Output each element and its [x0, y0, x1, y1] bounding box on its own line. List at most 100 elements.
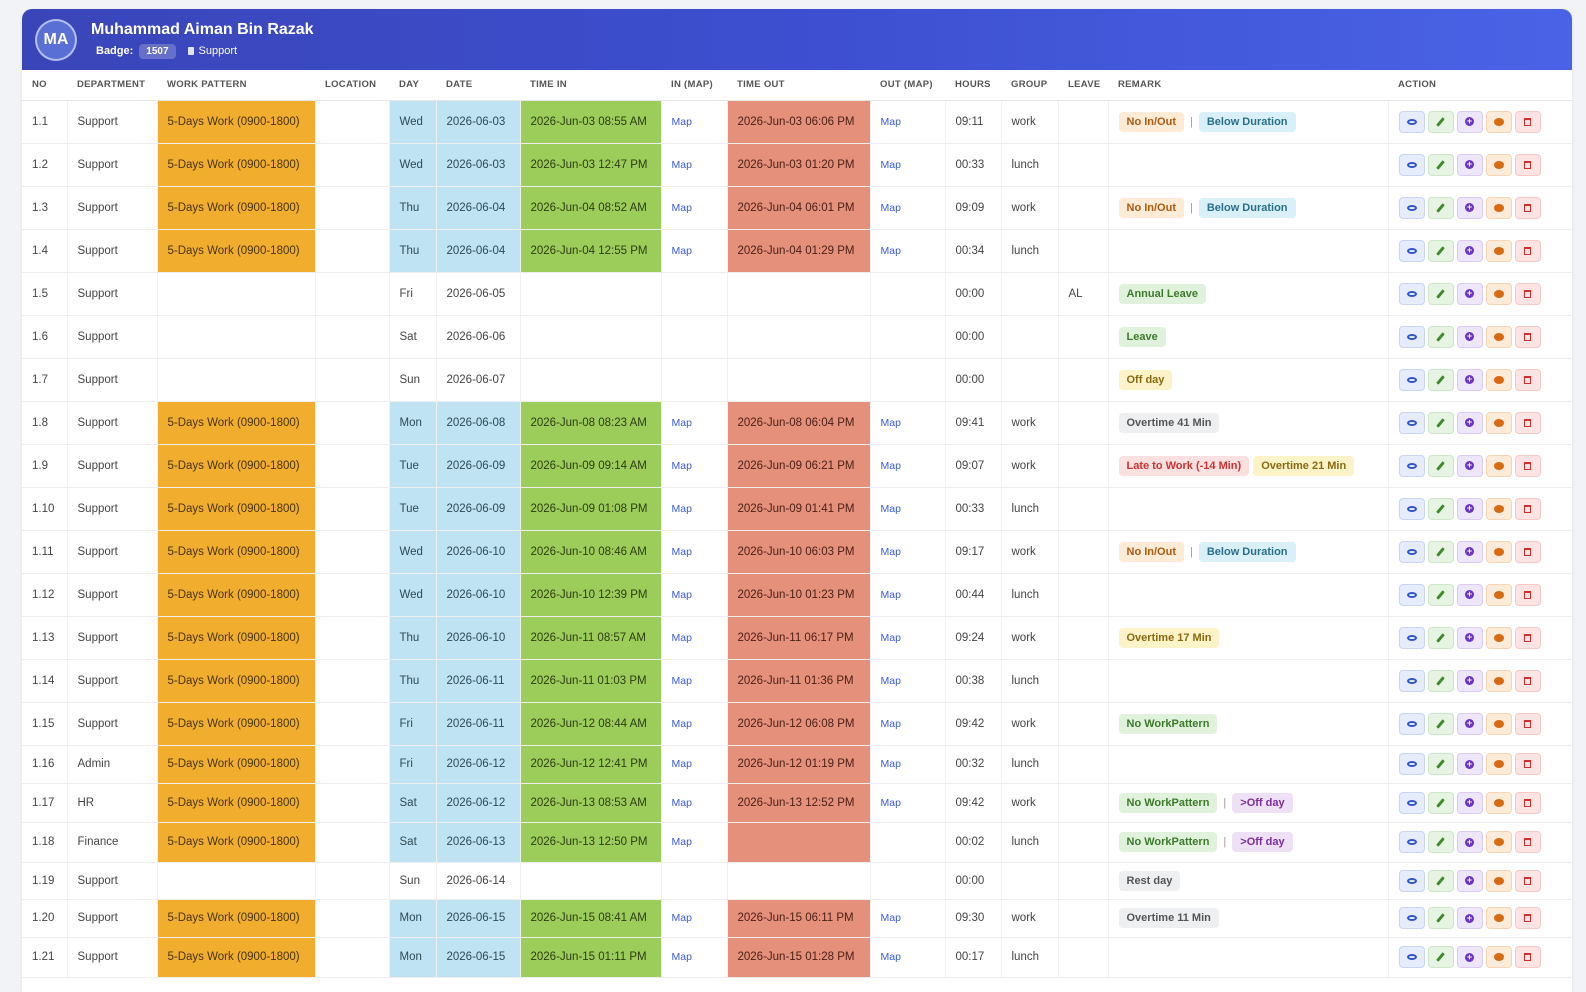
comment-button[interactable]: [1485, 368, 1512, 391]
comment-button[interactable]: [1485, 497, 1512, 520]
in-map-link[interactable]: Map: [661, 401, 728, 445]
add-button[interactable]: +: [1456, 239, 1483, 262]
add-button[interactable]: +: [1456, 411, 1483, 434]
edit-button[interactable]: [1427, 753, 1454, 775]
view-button[interactable]: [1398, 791, 1425, 814]
out-map-link[interactable]: Map: [870, 487, 946, 531]
delete-button[interactable]: [1514, 196, 1541, 219]
comment-button[interactable]: [1485, 325, 1512, 348]
in-map-link[interactable]: Map: [661, 822, 728, 863]
comment-button[interactable]: [1485, 831, 1512, 853]
comment-button[interactable]: [1485, 669, 1512, 692]
out-map-link[interactable]: Map: [870, 186, 946, 230]
add-button[interactable]: +: [1456, 869, 1483, 892]
in-map-link[interactable]: Map: [661, 899, 728, 938]
delete-button[interactable]: [1514, 325, 1541, 348]
view-button[interactable]: [1398, 411, 1425, 434]
out-map-link[interactable]: Map: [870, 659, 946, 703]
out-map-link[interactable]: Map: [870, 100, 946, 144]
comment-button[interactable]: [1485, 153, 1512, 176]
view-button[interactable]: [1398, 946, 1425, 968]
edit-button[interactable]: [1427, 153, 1454, 176]
comment-button[interactable]: [1485, 946, 1512, 968]
in-map-link[interactable]: Map: [661, 702, 728, 746]
in-map-link[interactable]: Map: [661, 229, 728, 273]
add-button[interactable]: +: [1456, 540, 1483, 563]
view-button[interactable]: [1398, 669, 1425, 692]
comment-button[interactable]: [1485, 907, 1512, 929]
comment-button[interactable]: [1485, 454, 1512, 477]
comment-button[interactable]: [1485, 540, 1512, 563]
view-button[interactable]: [1398, 239, 1425, 262]
add-button[interactable]: +: [1456, 791, 1483, 814]
edit-button[interactable]: [1427, 411, 1454, 434]
delete-button[interactable]: [1514, 946, 1541, 968]
comment-button[interactable]: [1485, 712, 1512, 735]
view-button[interactable]: [1398, 282, 1425, 305]
comment-button[interactable]: [1485, 869, 1512, 892]
add-button[interactable]: +: [1456, 946, 1483, 968]
delete-button[interactable]: [1514, 712, 1541, 735]
add-button[interactable]: +: [1456, 282, 1483, 305]
in-map-link[interactable]: Map: [661, 783, 728, 823]
delete-button[interactable]: [1514, 869, 1541, 892]
edit-button[interactable]: [1427, 196, 1454, 219]
delete-button[interactable]: [1514, 239, 1541, 262]
delete-button[interactable]: [1514, 411, 1541, 434]
add-button[interactable]: +: [1456, 831, 1483, 853]
comment-button[interactable]: [1485, 791, 1512, 814]
edit-button[interactable]: [1427, 626, 1454, 649]
view-button[interactable]: [1398, 831, 1425, 853]
delete-button[interactable]: [1514, 454, 1541, 477]
view-button[interactable]: [1398, 110, 1425, 133]
add-button[interactable]: +: [1456, 669, 1483, 692]
edit-button[interactable]: [1427, 712, 1454, 735]
view-button[interactable]: [1398, 712, 1425, 735]
delete-button[interactable]: [1514, 153, 1541, 176]
delete-button[interactable]: [1514, 831, 1541, 853]
comment-button[interactable]: [1485, 753, 1512, 775]
delete-button[interactable]: [1514, 540, 1541, 563]
delete-button[interactable]: [1514, 282, 1541, 305]
comment-button[interactable]: [1485, 411, 1512, 434]
add-button[interactable]: +: [1456, 583, 1483, 606]
view-button[interactable]: [1398, 540, 1425, 563]
edit-button[interactable]: [1427, 540, 1454, 563]
edit-button[interactable]: [1427, 239, 1454, 262]
out-map-link[interactable]: Map: [870, 745, 946, 784]
delete-button[interactable]: [1514, 907, 1541, 929]
out-map-link[interactable]: Map: [870, 616, 946, 660]
in-map-link[interactable]: Map: [661, 186, 728, 230]
in-map-link[interactable]: Map: [661, 530, 728, 574]
out-map-link[interactable]: Map: [870, 530, 946, 574]
comment-button[interactable]: [1485, 196, 1512, 219]
edit-button[interactable]: [1427, 583, 1454, 606]
delete-button[interactable]: [1514, 753, 1541, 775]
in-map-link[interactable]: Map: [661, 487, 728, 531]
out-map-link[interactable]: Map: [870, 899, 946, 938]
view-button[interactable]: [1398, 497, 1425, 520]
add-button[interactable]: +: [1456, 753, 1483, 775]
add-button[interactable]: +: [1456, 153, 1483, 176]
out-map-link[interactable]: Map: [870, 937, 946, 978]
view-button[interactable]: [1398, 368, 1425, 391]
add-button[interactable]: +: [1456, 368, 1483, 391]
comment-button[interactable]: [1485, 583, 1512, 606]
comment-button[interactable]: [1485, 626, 1512, 649]
view-button[interactable]: [1398, 869, 1425, 892]
edit-button[interactable]: [1427, 791, 1454, 814]
add-button[interactable]: +: [1456, 325, 1483, 348]
edit-button[interactable]: [1427, 282, 1454, 305]
in-map-link[interactable]: Map: [661, 616, 728, 660]
edit-button[interactable]: [1427, 110, 1454, 133]
delete-button[interactable]: [1514, 583, 1541, 606]
add-button[interactable]: +: [1456, 110, 1483, 133]
out-map-link[interactable]: Map: [870, 444, 946, 488]
delete-button[interactable]: [1514, 110, 1541, 133]
view-button[interactable]: [1398, 626, 1425, 649]
delete-button[interactable]: [1514, 368, 1541, 391]
edit-button[interactable]: [1427, 454, 1454, 477]
delete-button[interactable]: [1514, 626, 1541, 649]
edit-button[interactable]: [1427, 869, 1454, 892]
edit-button[interactable]: [1427, 368, 1454, 391]
